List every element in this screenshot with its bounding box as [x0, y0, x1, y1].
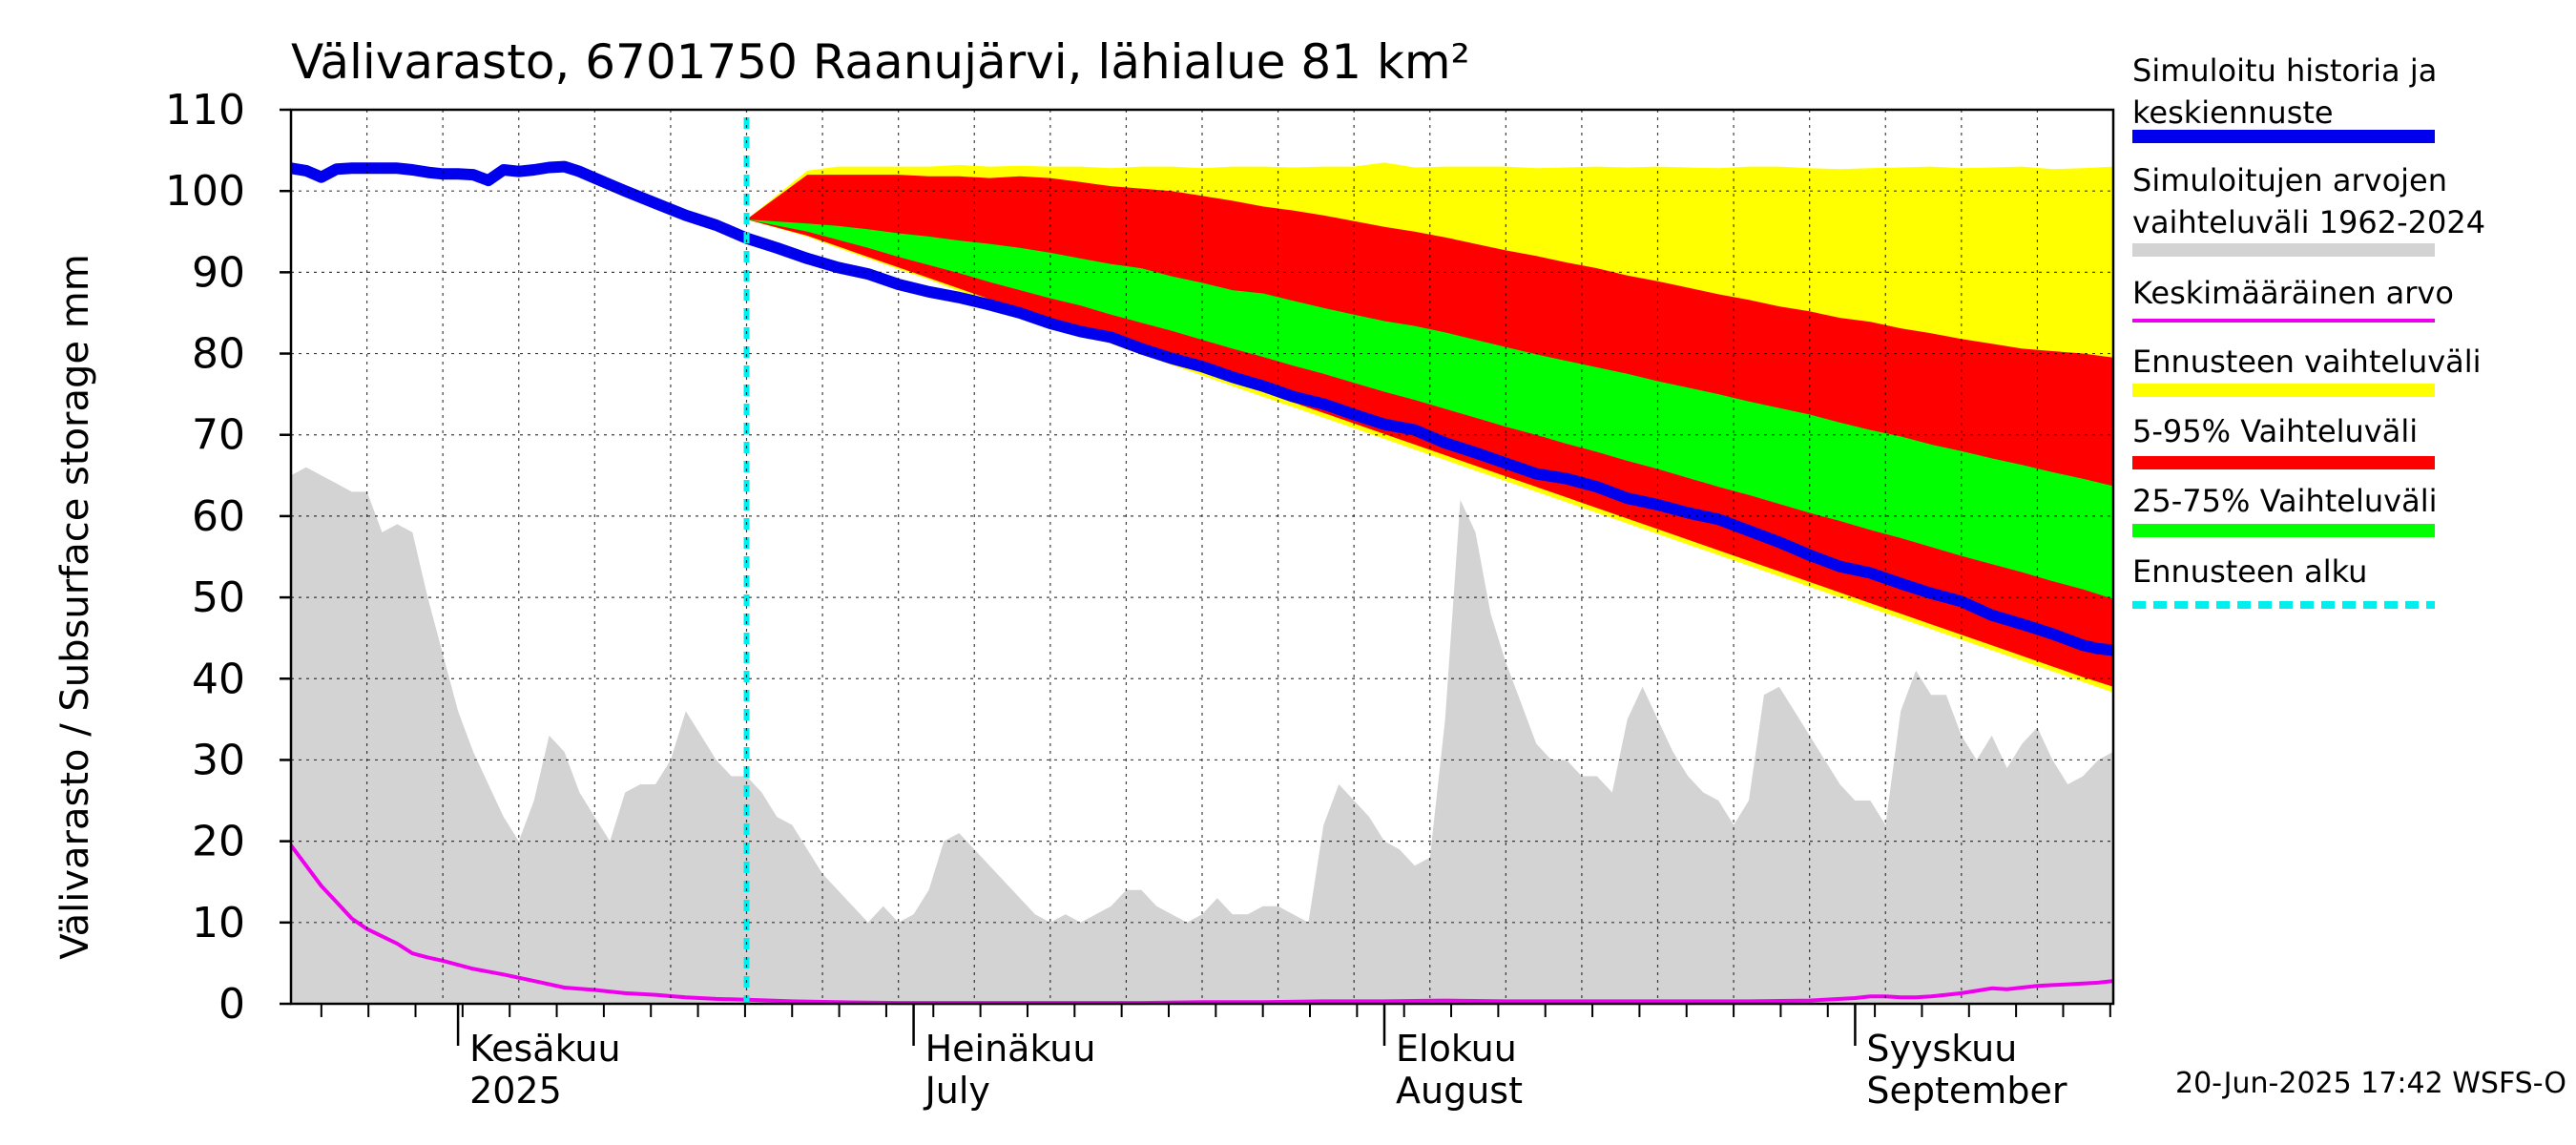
legend-item: Ennusteen alku	[2132, 553, 2435, 609]
y-tick-label: 30	[192, 736, 245, 784]
simulated-median-line	[290, 160, 2114, 656]
y-tick-label: 110	[165, 86, 245, 135]
legend-label: Simuloitujen arvojen	[2132, 162, 2447, 198]
legend-label-line2: keskiennuste	[2132, 94, 2334, 131]
y-tick-label: 20	[192, 818, 245, 866]
legend-item: Ennusteen vaihteluväli	[2132, 344, 2482, 397]
x-month-label: Heinäkuu	[925, 1028, 1096, 1070]
mean-value-line	[289, 843, 2114, 1006]
x-month-label: Elokuu	[1396, 1028, 1517, 1070]
y-tick-label: 50	[192, 573, 245, 622]
chart-title: Välivarasto, 6701750 Raanujärvi, lähialu…	[291, 34, 1470, 90]
legend-label: Ennusteen vaihteluväli	[2132, 344, 2482, 380]
timestamp-footer: 20-Jun-2025 17:42 WSFS-O	[2175, 1067, 2566, 1100]
y-tick-label: 90	[192, 248, 245, 297]
y-tick-label: 0	[218, 980, 245, 1029]
y-tick-label: 10	[192, 899, 245, 947]
grid	[291, 110, 2113, 1004]
plot-area	[289, 110, 2114, 1006]
y-tick-label: 60	[192, 492, 245, 541]
legend-item: Simuloitujen arvojen vaihteluväli 1962-20…	[2132, 162, 2485, 257]
legend-label-line2: vaihteluväli 1962-2024	[2132, 204, 2485, 240]
legend-label: Ennusteen alku	[2132, 553, 2367, 590]
y-tick-label: 100	[165, 167, 245, 216]
y-tick-label: 70	[192, 411, 245, 460]
x-month-label: Syyskuu	[1866, 1028, 2017, 1070]
y-axis-label: Välivarasto / Subsurface storage mm	[53, 254, 97, 959]
legend-item: Simuloitu historia ja keskiennuste	[2132, 52, 2437, 143]
y-tick-label: 80	[192, 330, 245, 379]
y-tick-label: 40	[192, 655, 245, 703]
plot-frame	[289, 108, 2115, 1006]
legend: Simuloitu historia jakeskiennusteSimuloi…	[2132, 52, 2485, 609]
legend-label: 5-95% Vaihteluväli	[2132, 413, 2418, 449]
x-month-sublabel: September	[1866, 1070, 2067, 1112]
x-month-sublabel: 2025	[469, 1070, 562, 1112]
legend-item: Keskimääräinen arvo	[2132, 275, 2454, 323]
legend-label: Keskimääräinen arvo	[2132, 275, 2454, 311]
legend-label: Simuloitu historia ja	[2132, 52, 2437, 89]
x-month-sublabel: July	[924, 1070, 990, 1112]
x-month-sublabel: August	[1396, 1070, 1523, 1112]
legend-item: 5-95% Vaihteluväli	[2132, 413, 2435, 469]
x-month-label: Kesäkuu	[469, 1028, 621, 1070]
legend-item: 25-75% Vaihteluväli	[2132, 483, 2437, 537]
legend-label: 25-75% Vaihteluväli	[2132, 483, 2437, 519]
